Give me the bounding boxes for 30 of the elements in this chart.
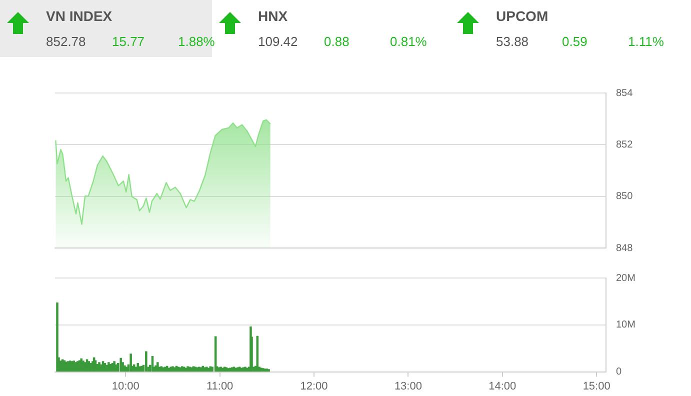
y-tick-label: 848 bbox=[616, 242, 634, 254]
text: 0.88 bbox=[324, 34, 350, 49]
y-tick-label: 854 bbox=[616, 88, 634, 99]
text: 0.59 bbox=[562, 34, 588, 49]
bar bbox=[56, 302, 58, 372]
x-tick-label: 15:00 bbox=[582, 380, 610, 392]
y-tick-label: 0 bbox=[616, 366, 622, 378]
text: HNX bbox=[258, 8, 288, 24]
x-tick-label: 13:00 bbox=[394, 380, 422, 392]
bar bbox=[145, 351, 148, 372]
bar bbox=[120, 358, 122, 372]
text: 15.77 bbox=[112, 34, 146, 49]
text: 0.81% bbox=[390, 34, 428, 49]
text: 1.88% bbox=[178, 34, 216, 49]
y-tick-label: 20M bbox=[616, 272, 636, 284]
bar bbox=[156, 362, 159, 372]
y-tick-label: 10M bbox=[616, 320, 636, 331]
x-tick-label: 14:00 bbox=[488, 380, 516, 392]
x-tick-label: 11:00 bbox=[206, 380, 234, 392]
text: 1.11% bbox=[628, 34, 665, 49]
y-tick-label: 852 bbox=[616, 139, 634, 150]
bar bbox=[122, 362, 124, 372]
text: 852.78 bbox=[46, 34, 87, 49]
x-tick-label: 12:00 bbox=[300, 380, 328, 392]
text: 109.42 bbox=[258, 34, 299, 49]
x-tick-label: 10:00 bbox=[112, 380, 140, 392]
text: UPCOM bbox=[496, 8, 548, 24]
text: 53.88 bbox=[496, 34, 530, 49]
y-tick-label: 850 bbox=[616, 191, 634, 202]
text: VN INDEX bbox=[46, 8, 112, 24]
